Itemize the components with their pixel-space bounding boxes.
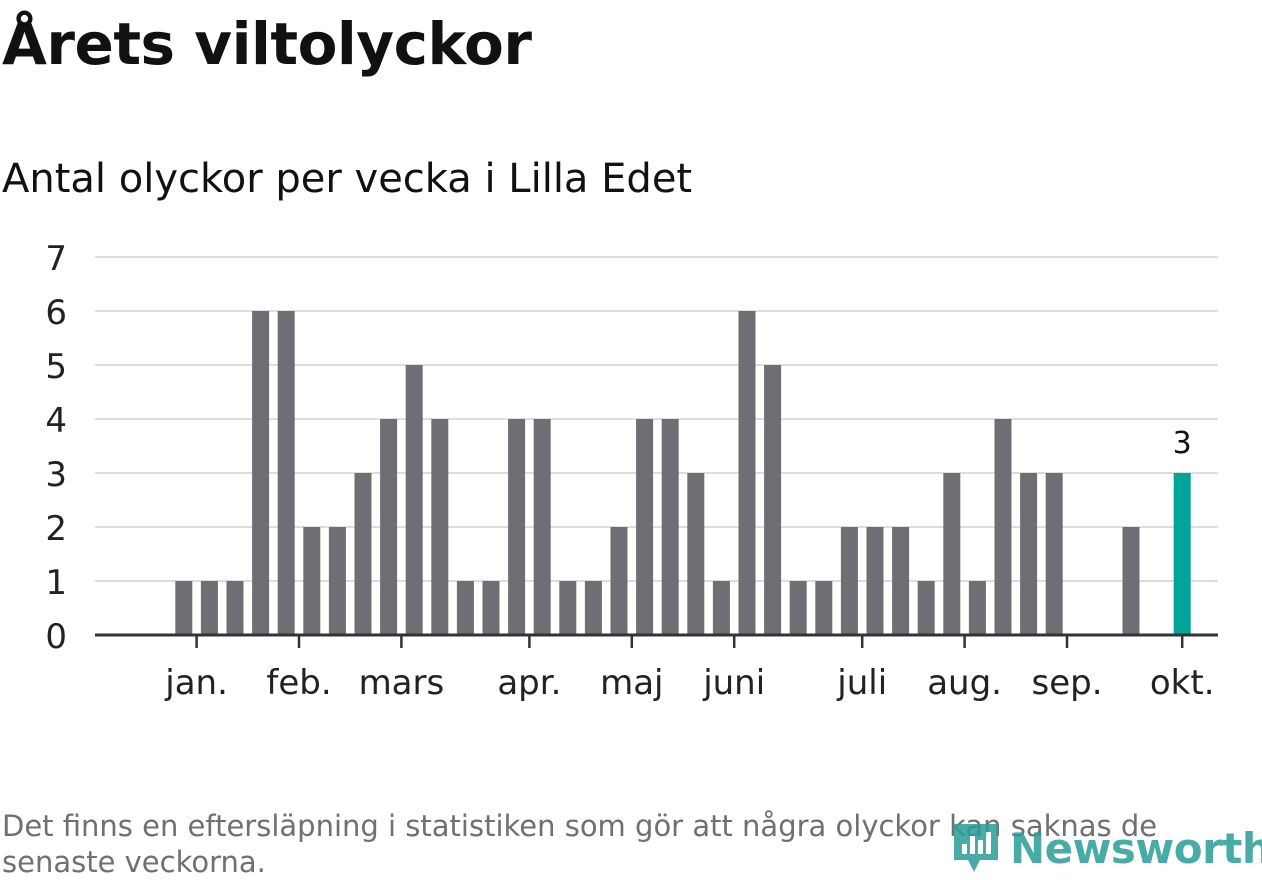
bar [431, 419, 449, 635]
y-tick-label: 3 [45, 455, 67, 495]
bar [712, 581, 730, 635]
bar [892, 527, 910, 635]
bar [252, 311, 270, 635]
x-tick-label: apr. [497, 663, 561, 703]
y-tick-label: 2 [45, 509, 67, 549]
highlight-value-label: 3 [1173, 426, 1192, 461]
bar [840, 527, 858, 635]
bar [303, 527, 321, 635]
bar [994, 419, 1012, 635]
bar [200, 581, 218, 635]
chart-subtitle: Antal olyckor per vecka i Lilla Edet [2, 156, 693, 202]
bar [328, 527, 346, 635]
x-axis: jan. feb. mars apr. maj juni juli aug. sep. okt. [95, 633, 1218, 703]
bar [738, 311, 756, 635]
bar [866, 527, 884, 635]
bar [584, 581, 602, 635]
bar [277, 311, 295, 635]
x-tick-label: maj [600, 663, 663, 703]
bar [533, 419, 551, 635]
bar [354, 473, 372, 635]
bar [968, 581, 986, 635]
bar [815, 581, 833, 635]
y-tick-label: 4 [45, 401, 67, 441]
bar [687, 473, 705, 635]
bar [482, 581, 500, 635]
bar [226, 581, 244, 635]
bar-chart-logo-icon [954, 824, 998, 872]
bar [508, 419, 526, 635]
bar [1045, 473, 1063, 635]
x-tick-label: sep. [1031, 663, 1102, 703]
x-tick-label: okt. [1150, 663, 1215, 703]
newsworthy-logo: Newsworthy [950, 818, 1262, 878]
bar [789, 581, 807, 635]
bar [405, 365, 423, 635]
bar [175, 581, 193, 635]
x-tick-label: aug. [927, 663, 1002, 703]
x-tick-label: jan. [164, 663, 228, 703]
bar [610, 527, 628, 635]
bar [764, 365, 782, 635]
bar [943, 473, 961, 635]
bar-highlight [1173, 473, 1191, 635]
x-tick-label: mars [359, 663, 445, 703]
bar [456, 581, 474, 635]
annotations: 3 [1173, 426, 1192, 461]
y-axis-ticks: 0 1 2 3 4 5 6 7 [45, 239, 67, 657]
bar [636, 419, 654, 635]
chart-title: Årets viltolyckor [2, 10, 532, 78]
x-tick-label: feb. [266, 663, 331, 703]
y-tick-label: 7 [45, 239, 67, 279]
x-tick-label: juli [836, 663, 887, 703]
y-tick-label: 5 [45, 347, 67, 387]
bars [175, 311, 1191, 635]
bar [380, 419, 398, 635]
x-tick-label: juni [702, 663, 765, 703]
bar [559, 581, 577, 635]
bar [661, 419, 679, 635]
bar [1122, 527, 1140, 635]
bar [1020, 473, 1038, 635]
y-tick-label: 1 [45, 563, 67, 603]
logo-text: Newsworthy [1010, 823, 1262, 873]
bar [917, 581, 935, 635]
y-tick-label: 0 [45, 617, 67, 657]
y-tick-label: 6 [45, 293, 67, 333]
